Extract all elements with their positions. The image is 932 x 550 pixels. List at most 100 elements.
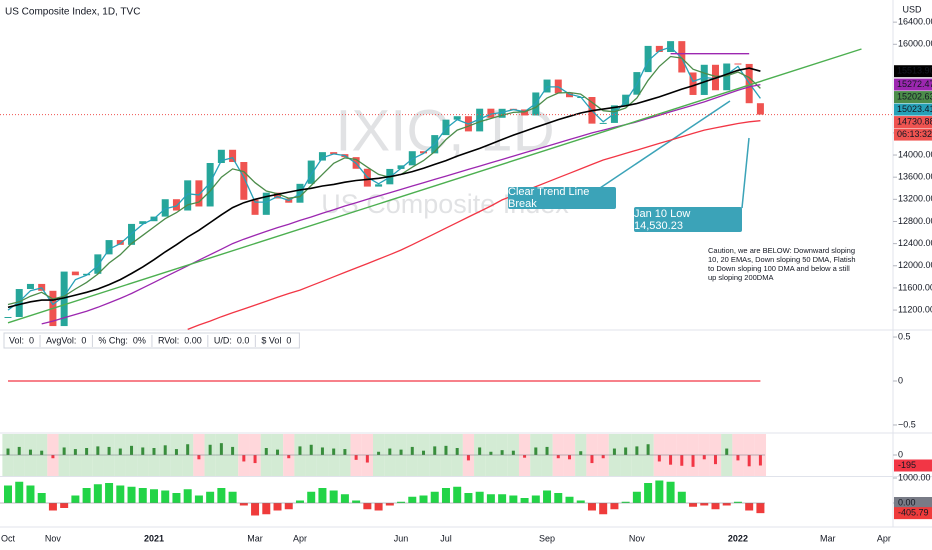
histogram-bar (657, 455, 661, 462)
histogram-bar (601, 455, 605, 459)
legend-value: 0% (133, 335, 146, 345)
histogram-bar (520, 498, 529, 503)
candle (655, 45, 663, 52)
x-tick-label: Sep (539, 533, 555, 543)
histogram-bar (590, 455, 594, 464)
histogram-bar (419, 495, 428, 503)
price-tag (894, 91, 932, 104)
annotation-box: Clear Trend Line Break (508, 186, 616, 210)
legend-label: % Chg: (98, 335, 128, 345)
legend-label: $ Vol (261, 335, 281, 345)
histogram-bar (37, 493, 46, 503)
histogram-bar (500, 450, 504, 455)
histogram-bar (298, 446, 302, 455)
y-tick-label: 14000.00 (898, 149, 932, 159)
histogram-bar (295, 500, 304, 503)
histogram-bar (747, 455, 751, 467)
histogram-bar (545, 446, 549, 455)
histogram-bar (711, 503, 720, 510)
x-tick-label: 2021 (144, 533, 164, 543)
histogram-bar (206, 491, 215, 503)
value-tag-label: -195 (898, 460, 916, 470)
value-tag (894, 507, 932, 520)
x-tick-label: Apr (293, 533, 307, 543)
candle (689, 72, 697, 95)
histogram-bar (48, 503, 57, 511)
histogram-bar (253, 455, 257, 464)
candle (206, 163, 214, 207)
histogram-bar (646, 444, 650, 455)
histogram-bar (4, 485, 12, 503)
histogram-bar (251, 503, 260, 516)
histogram-bar (273, 503, 282, 511)
y-tick-label: 0 (898, 449, 903, 459)
x-tick-label: Apr (877, 533, 891, 543)
x-tick-label: Nov (45, 533, 62, 543)
histogram-bar (284, 503, 293, 510)
histogram-bar (105, 483, 114, 503)
histogram-bar (713, 455, 717, 465)
histogram-bar (408, 496, 417, 503)
histogram-bar (433, 446, 437, 455)
histogram-bar (621, 501, 630, 503)
histogram-bar (239, 503, 248, 506)
moving-average-line (7, 55, 761, 306)
candle (26, 283, 34, 290)
histogram-bar (680, 455, 684, 466)
histogram-bar (579, 451, 583, 455)
callout-line (741, 137, 750, 209)
histogram-bar (354, 455, 358, 460)
currency: USD (902, 4, 922, 14)
histogram-bar (118, 448, 122, 455)
candle (4, 316, 12, 318)
y-tick-tag (894, 497, 932, 509)
histogram-bar (40, 450, 44, 455)
price-tag (894, 78, 932, 91)
price-tag-label: 06:13:32 (897, 129, 932, 139)
candle (723, 63, 731, 91)
histogram-bar (141, 447, 145, 455)
candle (318, 152, 326, 161)
y-tick-label: 11600.00 (898, 282, 932, 292)
x-tick-label: Jul (440, 533, 452, 543)
histogram-bar (399, 449, 403, 455)
histogram-bar (498, 494, 507, 503)
histogram-bar (669, 455, 673, 465)
candle (184, 180, 192, 211)
chart-title: US Composite Index, 1D, TVC (5, 7, 140, 18)
histogram-bar (543, 490, 552, 503)
candle (116, 240, 124, 245)
histogram-bar (430, 491, 439, 503)
histogram-bar (486, 494, 495, 503)
histogram-bar (352, 500, 361, 503)
histogram-bar (60, 503, 69, 508)
candle (195, 180, 203, 207)
price-tag (894, 65, 932, 78)
trend-line (7, 48, 862, 324)
candle (60, 271, 68, 327)
callout-line (599, 100, 731, 189)
histogram-bar (287, 455, 291, 459)
price-tag-label: 15202.63 (897, 91, 932, 101)
histogram-bar (276, 449, 280, 455)
histogram-bar (320, 447, 324, 455)
y-tick-label: 1000.00 (898, 472, 931, 482)
histogram-bar (332, 448, 336, 455)
histogram-bar (644, 483, 653, 503)
candle (71, 271, 79, 276)
annotation-box: Jan 10 Low 14,530.23 (634, 207, 742, 232)
histogram-bar (363, 503, 372, 510)
histogram-bar (231, 446, 235, 455)
histogram-bar (453, 486, 462, 503)
histogram-bar (127, 486, 136, 503)
candle (251, 199, 259, 215)
histogram-bar (466, 455, 470, 461)
histogram-bar (385, 503, 394, 506)
candle (217, 149, 225, 164)
histogram-bar (6, 448, 10, 455)
candle (442, 119, 450, 136)
histogram-bar (725, 448, 729, 455)
legend-value: 0.00 (184, 335, 202, 345)
moving-average-line (7, 67, 761, 309)
histogram-bar (307, 491, 316, 503)
